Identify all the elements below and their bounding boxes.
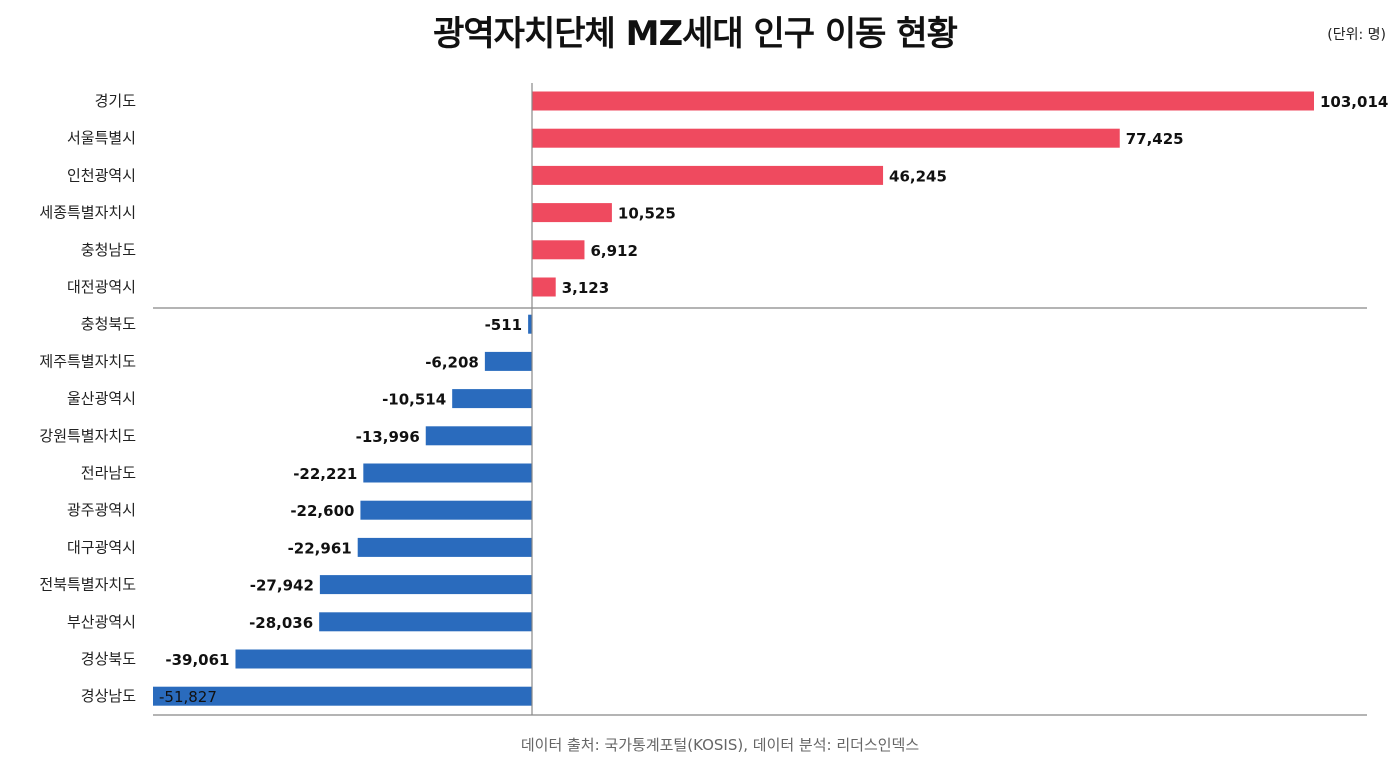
bar: [153, 686, 532, 706]
category-label: 강원특별자치도: [39, 427, 136, 445]
bar: [319, 612, 532, 632]
data-label: -27,942: [250, 577, 314, 595]
category-label: 세종특별자치시: [39, 204, 136, 222]
bar: [532, 128, 1120, 148]
data-label: -13,996: [356, 428, 420, 446]
bar: [363, 463, 532, 483]
data-label: -511: [485, 316, 523, 334]
category-label: 인천광역시: [67, 166, 136, 184]
data-label: 46,245: [889, 167, 947, 185]
category-label: 서울특별시: [67, 129, 136, 147]
category-label: 경기도: [95, 92, 137, 110]
data-label: -22,600: [290, 502, 354, 520]
bar: [319, 575, 532, 595]
bar: [484, 351, 532, 371]
data-label: 77,425: [1126, 130, 1184, 148]
data-label: -22,221: [293, 465, 357, 483]
data-label: -6,208: [425, 353, 479, 371]
data-label: -28,036: [249, 614, 313, 632]
category-label: 광주광역시: [67, 501, 136, 519]
bar: [452, 389, 532, 409]
category-label: 경상남도: [81, 687, 136, 705]
bar: [360, 500, 532, 520]
category-label: 경상북도: [81, 650, 136, 668]
category-label: 대전광역시: [67, 278, 136, 296]
data-label: -10,514: [382, 391, 446, 409]
bar: [357, 537, 532, 557]
bar: [532, 203, 612, 223]
bar: [532, 277, 556, 297]
category-label: 전라남도: [81, 464, 136, 482]
bar: [235, 649, 532, 669]
chart-title: 광역자치단체 MZ세대 인구 이동 현황: [433, 14, 958, 54]
category-label: 충청남도: [81, 241, 136, 259]
data-label: -51,827: [159, 688, 217, 706]
source-note: 데이터 출처: 국가통계포털(KOSIS), 데이터 분석: 리더스인덱스: [520, 736, 920, 754]
unit-label: (단위: 명): [1327, 27, 1386, 43]
data-label: 3,123: [562, 279, 609, 297]
data-label: -22,961: [288, 539, 352, 557]
category-label: 전북특별자치도: [39, 576, 136, 594]
data-label: 103,014: [1320, 93, 1388, 111]
category-label: 충청북도: [81, 315, 136, 333]
bar: [425, 426, 532, 446]
bar: [528, 314, 532, 334]
category-label: 부산광역시: [67, 613, 136, 631]
category-label: 대구광역시: [67, 538, 136, 556]
data-label: 6,912: [590, 242, 637, 260]
bar: [532, 91, 1314, 111]
data-label: -39,061: [165, 651, 229, 669]
bar: [532, 240, 585, 260]
category-label: 울산광역시: [67, 390, 136, 408]
category-label: 제주특별자치도: [39, 352, 136, 370]
data-label: 10,525: [618, 205, 676, 223]
bar: [532, 165, 884, 185]
